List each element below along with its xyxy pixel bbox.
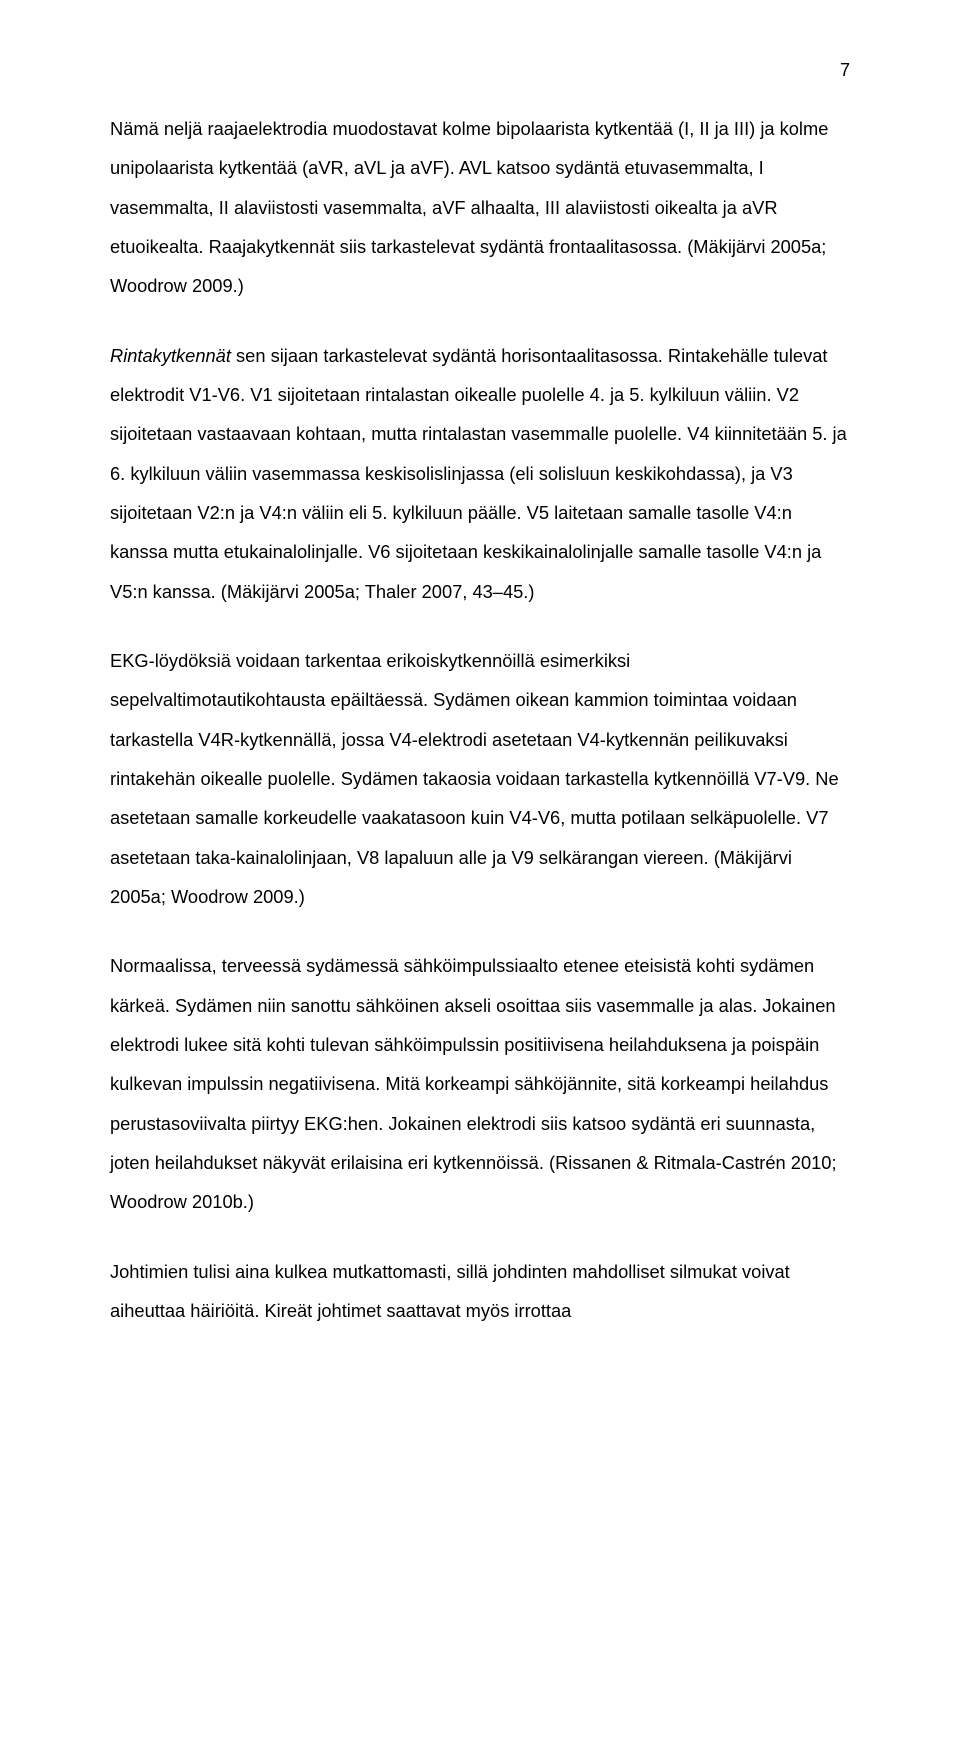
paragraph-4: Normaalissa, terveessä sydämessä sähköim… [110, 946, 850, 1221]
paragraph-2: Rintakytkennät sen sijaan tarkastelevat … [110, 336, 850, 611]
document-page: 7 Nämä neljä raajaelektrodia muodostavat… [0, 0, 960, 1420]
paragraph-1: Nämä neljä raajaelektrodia muodostavat k… [110, 109, 850, 306]
paragraph-2-rest: sen sijaan tarkastelevat sydäntä horison… [110, 345, 847, 602]
paragraph-5: Johtimien tulisi aina kulkea mutkattomas… [110, 1252, 850, 1331]
paragraph-3: EKG-löydöksiä voidaan tarkentaa erikoisk… [110, 641, 850, 916]
italic-term: Rintakytkennät [110, 345, 231, 366]
page-number: 7 [110, 60, 850, 81]
